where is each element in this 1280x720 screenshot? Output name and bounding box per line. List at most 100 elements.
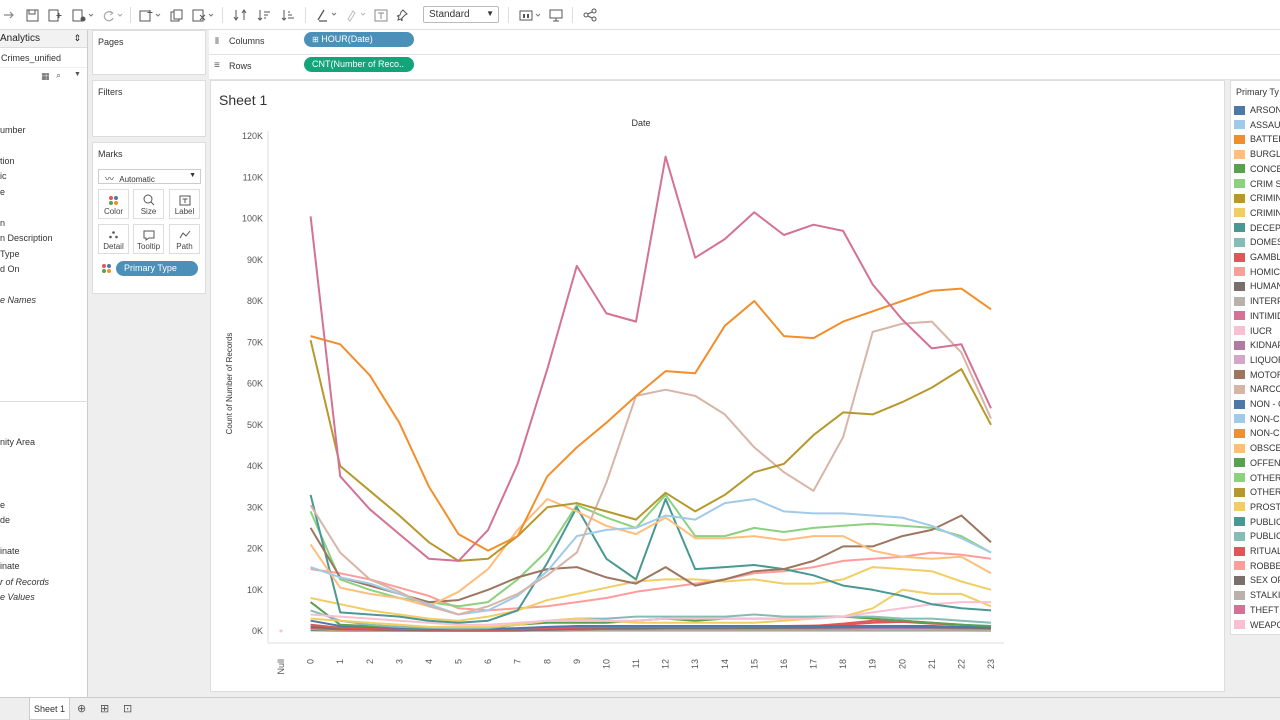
legend-item[interactable]: LIQUOR (1234, 353, 1280, 367)
save-icon[interactable] (24, 6, 40, 24)
count-records-pill[interactable]: CNT(Number of Reco.. (304, 57, 414, 72)
highlight-icon[interactable] (313, 6, 339, 24)
field-item[interactable]: nity Area (0, 437, 36, 447)
legend-item[interactable]: DECEPT (1234, 221, 1280, 235)
legend-item[interactable]: IUCR (1234, 324, 1272, 338)
show-labels-icon[interactable] (372, 6, 390, 24)
legend-item[interactable]: NON-CR (1234, 412, 1280, 426)
x-tick-label: 16 (779, 659, 789, 669)
label-button[interactable]: Label (169, 189, 200, 219)
color-button[interactable]: Color (98, 189, 129, 219)
legend-item[interactable]: PUBLIC (1234, 515, 1280, 529)
legend-item[interactable]: ASSAUL (1234, 118, 1280, 132)
duplicate-icon[interactable] (168, 6, 186, 24)
detail-button[interactable]: Detail (98, 224, 129, 254)
pin-icon[interactable] (395, 6, 411, 24)
legend-item[interactable]: HUMAN (1234, 279, 1280, 293)
field-item[interactable]: tion (0, 156, 15, 166)
legend-swatch (1234, 120, 1245, 130)
legend-item[interactable]: PROSTIT (1234, 500, 1280, 514)
legend-item[interactable]: NARCOT (1234, 382, 1280, 396)
tab-sheet-1[interactable]: Sheet 1 (29, 698, 70, 720)
legend-item[interactable]: OFFENS (1234, 456, 1280, 470)
tooltip-button[interactable]: Tooltip (133, 224, 164, 254)
new-worksheet-icon[interactable] (137, 6, 163, 24)
legend-item[interactable]: BURGLA (1234, 147, 1280, 161)
sort-descending-icon[interactable] (279, 6, 297, 24)
legend-item[interactable]: OTHER O (1234, 485, 1280, 499)
legend-item[interactable]: CRIMIN (1234, 206, 1280, 220)
sort-icon[interactable]: ⇕ (73, 33, 81, 43)
field-item[interactable]: n Description (0, 233, 53, 243)
legend-item[interactable]: HOMICI (1234, 265, 1280, 279)
field-item[interactable]: inate (0, 561, 20, 571)
legend-item[interactable]: INTERF (1234, 294, 1280, 308)
legend-item[interactable]: WEAPO (1234, 618, 1280, 632)
new-datasource-tab-icon[interactable]: ⊕ (77, 703, 87, 715)
hour-date-pill[interactable]: ⊞ HOUR(Date) (304, 32, 414, 47)
new-worksheet-tab-icon[interactable]: ⊞ (100, 703, 110, 715)
chevron-down-icon[interactable]: ▼ (74, 71, 81, 78)
field-item[interactable]: e Values (0, 592, 35, 602)
sort-ascending-icon[interactable] (255, 6, 273, 24)
field-item[interactable]: e (0, 187, 6, 197)
legend-item[interactable]: RITUALI (1234, 544, 1280, 558)
new-dashboard-tab-icon[interactable]: ⊡ (123, 703, 133, 715)
size-button[interactable]: Size (133, 189, 164, 219)
fit-dropdown[interactable]: Standard ▼ (423, 6, 499, 23)
legend-item[interactable]: OBSCEN (1234, 441, 1280, 455)
refresh-icon[interactable] (99, 6, 125, 24)
pages-card[interactable]: Pages (92, 30, 206, 75)
group-icon[interactable] (342, 6, 368, 24)
clear-sheet-icon[interactable] (190, 6, 216, 24)
show-cards-icon[interactable] (517, 6, 543, 24)
columns-shelf[interactable]: ⦀ Columns ⊞ HOUR(Date) (209, 30, 1280, 55)
field-item[interactable]: r of Records (0, 577, 50, 587)
field-item[interactable]: e Names (0, 295, 37, 305)
share-icon[interactable] (581, 6, 599, 24)
legend-label: KIDNAP (1250, 340, 1280, 351)
legend-item[interactable]: SEX OFF (1234, 573, 1280, 587)
legend-item[interactable]: ARSON (1234, 103, 1280, 117)
legend-item[interactable]: BATTER (1234, 132, 1280, 146)
field-item[interactable]: inate (0, 546, 20, 556)
presentation-icon[interactable] (547, 6, 565, 24)
legend-item[interactable]: CRIMIN (1234, 191, 1280, 205)
search-icon[interactable]: ⌕ (56, 70, 62, 80)
field-item[interactable]: umber (0, 125, 26, 135)
field-item[interactable]: ic (0, 171, 7, 181)
mark-type-dropdown[interactable]: 〰 Automatic ▼ (98, 169, 201, 184)
path-button[interactable]: Path (169, 224, 200, 254)
legend-item[interactable]: THEFT (1234, 603, 1279, 617)
datasource-item[interactable]: Crimes_unified (0, 48, 87, 68)
legend-item[interactable]: OTHER I (1234, 471, 1280, 485)
legend-item[interactable]: CRIM SE (1234, 177, 1280, 191)
x-tick-label: Null (276, 659, 286, 675)
legend-swatch (1234, 296, 1245, 306)
swap-icon[interactable] (231, 6, 249, 24)
forward-icon[interactable] (2, 6, 16, 24)
legend-item[interactable]: DOMEST (1234, 235, 1280, 249)
field-item[interactable]: d On (0, 264, 20, 274)
legend-item[interactable]: KIDNAP (1234, 338, 1280, 352)
field-item[interactable]: e (0, 500, 6, 510)
filters-card[interactable]: Filters (92, 80, 206, 137)
legend-item[interactable]: ROBBER (1234, 559, 1280, 573)
pause-updates-icon[interactable] (70, 6, 96, 24)
new-datasource-icon[interactable] (46, 6, 64, 24)
legend-item[interactable]: MOTOR (1234, 368, 1280, 382)
legend-item[interactable]: NON - C (1234, 397, 1280, 411)
rows-shelf[interactable]: ≡ Rows CNT(Number of Reco.. (209, 55, 1280, 80)
field-item[interactable]: de (0, 515, 11, 525)
legend-item[interactable]: GAMBLI (1234, 250, 1280, 264)
legend-item[interactable]: PUBLIC (1234, 529, 1280, 543)
legend-item[interactable]: INTIMID (1234, 309, 1280, 323)
legend-item[interactable]: NON-CR (1234, 426, 1280, 440)
legend-item[interactable]: STALKIN (1234, 588, 1280, 602)
primary-type-pill[interactable]: Primary Type (116, 261, 198, 276)
view-grid-icon[interactable]: ▦ (41, 71, 50, 81)
field-item[interactable]: Type (0, 249, 20, 259)
field-item[interactable]: n (0, 218, 6, 228)
legend-item[interactable]: CONCEA (1234, 162, 1280, 176)
